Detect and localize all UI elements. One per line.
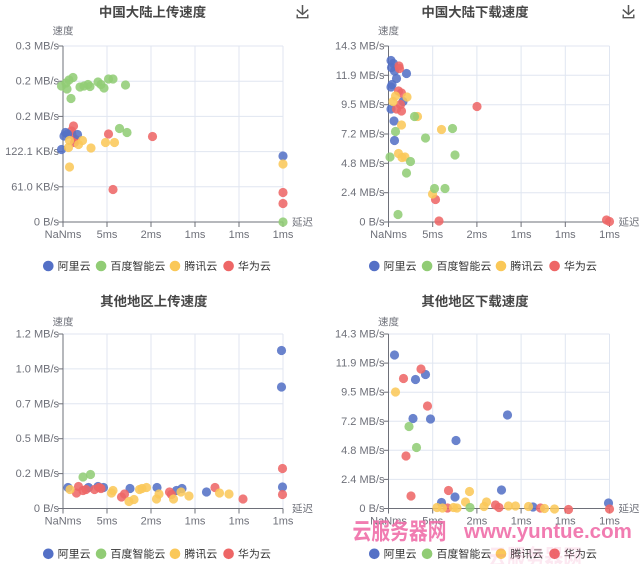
svg-text:NaNms: NaNms	[45, 229, 82, 241]
svg-text:2ms: 2ms	[141, 516, 162, 528]
svg-text:0 B/s: 0 B/s	[359, 503, 385, 515]
svg-text:11.9 MB/s: 11.9 MB/s	[336, 70, 385, 82]
svg-text:1ms: 1ms	[229, 229, 250, 241]
svg-text:2.4 MB/s: 2.4 MB/s	[341, 187, 385, 199]
svg-text:61.0 KB/s: 61.0 KB/s	[11, 181, 59, 193]
svg-text:0 B/s: 0 B/s	[34, 503, 60, 515]
svg-text:0.2 MB/s: 0.2 MB/s	[16, 76, 60, 88]
svg-text:0 B/s: 0 B/s	[359, 217, 385, 229]
svg-text:4.8 MB/s: 4.8 MB/s	[341, 445, 385, 457]
svg-text:1ms: 1ms	[185, 229, 206, 241]
svg-text:www.yuntue.com: www.yuntue.com	[463, 520, 632, 543]
svg-text:NaNms: NaNms	[370, 516, 407, 528]
svg-text:1ms: 1ms	[229, 516, 250, 528]
svg-text:1.0 MB/s: 1.0 MB/s	[16, 363, 60, 375]
svg-text:2ms: 2ms	[141, 229, 162, 241]
svg-text:2ms: 2ms	[467, 229, 488, 241]
svg-text:1ms: 1ms	[273, 229, 294, 241]
svg-text:9.5 MB/s: 9.5 MB/s	[341, 387, 385, 399]
svg-text:1ms: 1ms	[599, 229, 620, 241]
svg-text:0.3 MB/s: 0.3 MB/s	[16, 41, 60, 53]
svg-text:5ms: 5ms	[97, 229, 118, 241]
svg-text:0 B/s: 0 B/s	[34, 217, 60, 229]
svg-text:1ms: 1ms	[599, 516, 620, 528]
svg-text:14.3 MB/s: 14.3 MB/s	[335, 329, 385, 341]
svg-text:0.7 MB/s: 0.7 MB/s	[16, 398, 60, 410]
svg-text:2ms: 2ms	[467, 516, 488, 528]
svg-text:5ms: 5ms	[97, 516, 118, 528]
svg-text:5ms: 5ms	[422, 229, 443, 241]
svg-text:0.2 MB/s: 0.2 MB/s	[16, 468, 60, 480]
svg-text:1ms: 1ms	[511, 516, 532, 528]
svg-text:11.9 MB/s: 11.9 MB/s	[336, 358, 385, 370]
svg-text:14.3 MB/s: 14.3 MB/s	[335, 41, 385, 53]
svg-text:1ms: 1ms	[273, 516, 294, 528]
svg-text:122.1 KB/s: 122.1 KB/s	[5, 146, 59, 158]
svg-text:2.4 MB/s: 2.4 MB/s	[341, 474, 385, 486]
svg-text:1ms: 1ms	[511, 229, 532, 241]
svg-text:7.2 MB/s: 7.2 MB/s	[341, 416, 385, 428]
svg-text:1.2 MB/s: 1.2 MB/s	[16, 329, 60, 341]
svg-text:9.5 MB/s: 9.5 MB/s	[341, 99, 385, 111]
svg-text:0.2 MB/s: 0.2 MB/s	[16, 111, 60, 123]
svg-text:NaNms: NaNms	[45, 516, 82, 528]
svg-text:1ms: 1ms	[555, 229, 576, 241]
svg-text:0.5 MB/s: 0.5 MB/s	[16, 433, 60, 445]
svg-text:4.8 MB/s: 4.8 MB/s	[341, 158, 385, 170]
svg-text:1ms: 1ms	[555, 516, 576, 528]
svg-text:1ms: 1ms	[185, 516, 206, 528]
svg-text:7.2 MB/s: 7.2 MB/s	[341, 129, 385, 141]
svg-text:NaNms: NaNms	[370, 229, 407, 241]
